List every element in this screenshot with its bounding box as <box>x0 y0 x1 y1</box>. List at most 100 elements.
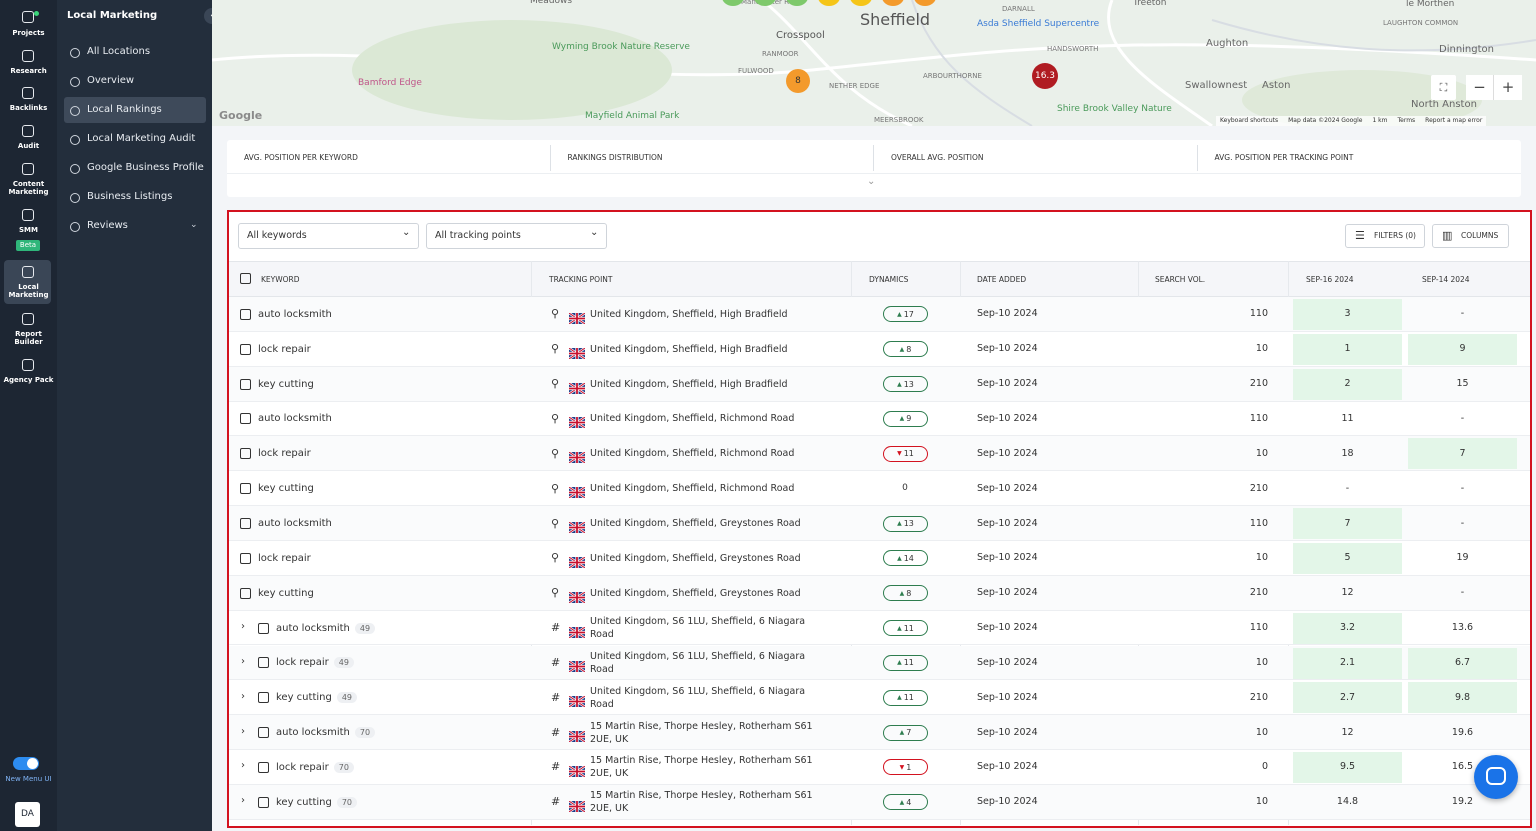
sidebar-label[interactable]: Audit <box>17 142 40 150</box>
dynamics: 0 <box>902 482 908 493</box>
map-logo: Google <box>219 109 263 122</box>
header-cell[interactable]: DYNAMICS <box>869 275 909 284</box>
sidebar-icon[interactable] <box>22 11 34 23</box>
map-marker[interactable]: 8 <box>786 69 810 93</box>
summary-tab[interactable]: RANKINGS DISTRIBUTION <box>567 153 663 162</box>
header-cell[interactable]: SEP-14 2024 <box>1422 275 1470 284</box>
map-pin[interactable] <box>722 0 744 6</box>
header-cell[interactable]: TRACKING POINT <box>549 275 613 284</box>
row-checkbox[interactable] <box>258 657 269 669</box>
row-checkbox[interactable] <box>240 378 251 390</box>
nav-item[interactable]: Overview <box>87 75 135 86</box>
nav-item[interactable]: Local Marketing Audit <box>87 133 196 144</box>
header-cell[interactable]: SEARCH VOL. <box>1155 275 1206 284</box>
expand-chevron[interactable]: › <box>241 655 245 667</box>
dropdown[interactable]: All tracking points ⌄ <box>426 223 607 249</box>
map-pin[interactable] <box>882 0 904 6</box>
sidebar-label[interactable]: Backlinks <box>9 104 48 112</box>
sidebar-icon[interactable] <box>22 87 34 99</box>
sidebar-label[interactable]: Report Builder <box>14 330 43 346</box>
row-checkbox[interactable] <box>258 622 269 634</box>
avatar[interactable]: DA <box>15 802 40 827</box>
position-value: 19 <box>1456 552 1469 564</box>
row-checkbox[interactable] <box>240 483 251 495</box>
row-checkbox[interactable] <box>258 692 269 704</box>
expand-chevron[interactable]: › <box>241 690 245 702</box>
sidebar-icon[interactable] <box>22 266 34 278</box>
nav-item[interactable]: Google Business Profile <box>87 162 204 173</box>
row-checkbox[interactable] <box>240 587 251 599</box>
row-checkbox[interactable] <box>240 308 251 320</box>
sidebar-label[interactable]: Research <box>10 67 47 75</box>
sidebar-icon[interactable] <box>22 359 34 371</box>
expand-chevron[interactable]: › <box>241 760 245 772</box>
nav-item[interactable]: Reviews <box>87 220 128 231</box>
search-volume: 110 <box>1249 308 1268 320</box>
sidebar-label[interactable]: Agency Pack <box>3 376 54 384</box>
position-cell <box>1293 752 1402 784</box>
dropdown[interactable]: All keywords ⌄ <box>238 223 419 249</box>
map-pin[interactable] <box>754 0 776 6</box>
keyword-cell: lock repair 70 <box>276 760 536 774</box>
row-checkbox[interactable] <box>240 413 251 425</box>
keyword: auto locksmith <box>258 518 332 529</box>
header-checkbox[interactable] <box>240 273 251 284</box>
keyword-cell: key cutting <box>258 586 518 600</box>
expand-chevron[interactable]: › <box>241 725 245 737</box>
uk-flag-svg <box>568 590 586 604</box>
summary-tab[interactable]: OVERALL AVG. POSITION <box>891 153 984 162</box>
position-value: 3.2 <box>1339 622 1356 634</box>
uk-flag <box>568 762 586 778</box>
dynamics-value: 11 <box>903 658 914 668</box>
toolbar-button[interactable]: ☰ FILTERS (0) <box>1345 224 1425 248</box>
row-checkbox[interactable] <box>258 796 269 808</box>
map-marker[interactable]: 16.3 <box>1032 63 1058 89</box>
sidebar-label[interactable]: SMM <box>19 226 38 234</box>
sidebar-icon[interactable] <box>22 125 34 137</box>
row-checkbox[interactable] <box>240 343 251 355</box>
row-checkbox[interactable] <box>258 727 269 739</box>
table-row <box>229 436 1530 472</box>
sidebar-icon[interactable] <box>22 209 34 221</box>
trend-arrow: ▲ <box>897 694 902 702</box>
nav-item[interactable]: All Locations <box>87 46 151 57</box>
sidebar-label[interactable]: Content Marketing <box>8 180 49 196</box>
row-checkbox[interactable] <box>240 448 251 460</box>
sidebar-icon[interactable] <box>22 313 34 325</box>
dropdown-caret: ⌄ <box>590 227 599 238</box>
summary-tab[interactable]: AVG. POSITION PER KEYWORD <box>244 153 358 162</box>
row-checkbox[interactable] <box>258 761 269 773</box>
toolbar-button[interactable]: ▥ COLUMNS <box>1432 224 1509 248</box>
dynamics-value: 7 <box>906 728 912 738</box>
map-pin[interactable] <box>786 0 808 6</box>
expand-chevron[interactable]: › <box>241 795 245 807</box>
fullscreen-button[interactable]: ⛶ <box>1431 75 1456 100</box>
summary-tab[interactable]: AVG. POSITION PER TRACKING POINT <box>1214 153 1354 162</box>
position-value: 2 <box>1344 378 1351 390</box>
nav-item[interactable]: Business Listings <box>87 191 173 202</box>
date-added: Sep-10 2024 <box>977 552 1038 564</box>
row-checkbox[interactable] <box>240 552 251 564</box>
uk-flag <box>568 797 586 813</box>
zoom-out[interactable]: − <box>1466 75 1494 100</box>
header-cell[interactable]: KEYWORD <box>261 275 300 284</box>
nav-item[interactable]: Local Rankings <box>87 104 162 115</box>
map-pin[interactable] <box>850 0 872 6</box>
search-volume: 10 <box>1255 552 1268 564</box>
row-checkbox[interactable] <box>240 518 251 529</box>
chat-button[interactable] <box>1474 755 1518 799</box>
expand-chevron[interactable]: ⌄ <box>867 176 876 187</box>
search-volume: 10 <box>1255 796 1268 808</box>
sidebar-label[interactable]: Projects <box>12 29 45 37</box>
header-cell[interactable]: DATE ADDED <box>977 275 1027 284</box>
map-pin[interactable] <box>914 0 936 6</box>
position-value: 16.5 <box>1451 761 1474 773</box>
map-pin[interactable] <box>818 0 840 6</box>
zoom-in[interactable]: + <box>1494 75 1522 100</box>
sidebar-icon[interactable] <box>22 163 34 175</box>
sidebar-icon[interactable] <box>22 50 34 62</box>
expand-chevron[interactable]: › <box>241 621 245 633</box>
header-cell[interactable]: SEP-16 2024 <box>1306 275 1354 284</box>
sidebar-label[interactable]: Local Marketing <box>8 283 49 299</box>
